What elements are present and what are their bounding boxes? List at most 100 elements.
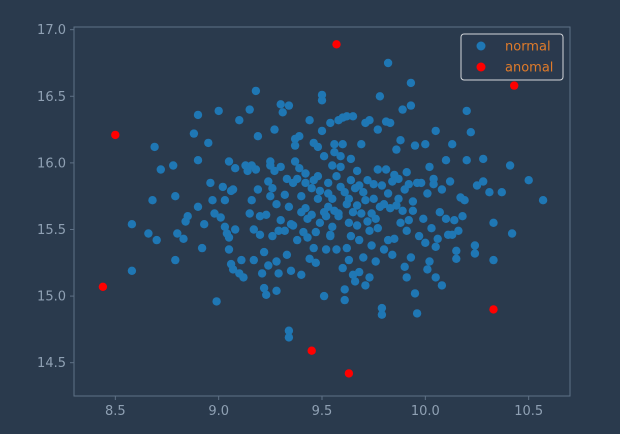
x-tick-label: 8.5 [105,404,126,419]
normal-point [429,180,438,189]
normal-point [284,202,294,211]
normal-point [268,231,277,241]
x-tick-label: 9.5 [312,404,333,419]
normal-point [435,208,444,217]
normal-point [427,224,436,233]
normal-point [259,283,269,293]
normal-point [313,142,323,152]
normal-point [216,213,225,222]
normal-point [452,246,461,255]
normal-point [313,172,323,181]
normal-point [253,132,263,141]
normal-point [293,174,302,184]
normal-point [206,178,215,188]
normal-point [183,212,192,221]
normal-point [264,261,273,270]
normal-point [505,161,515,170]
anomal-point [98,282,108,291]
normal-point [402,168,411,177]
normal-point [251,86,261,96]
normal-point [355,235,364,245]
normal-point [210,209,219,218]
normal-point [452,254,461,263]
normal-point [485,188,494,197]
normal-point [237,255,246,265]
normal-point [410,289,420,298]
normal-point [383,189,393,198]
legend-box [460,33,564,81]
normal-point [344,194,354,203]
normal-point [402,273,411,282]
normal-point [334,209,343,218]
normal-point [355,267,364,277]
normal-point [148,196,157,205]
normal-point [328,222,337,231]
normal-point [282,174,292,184]
normal-point [249,225,258,234]
normal-point [228,265,238,274]
normal-point [253,185,263,194]
normal-point [150,142,159,152]
normal-point [340,188,349,197]
normal-point [363,217,372,226]
normal-point [357,140,366,149]
normal-point [303,233,312,242]
normal-point [301,169,310,178]
normal-point [336,152,345,161]
normal-point [231,225,240,234]
y-axis: 14.5 15.0 15.5 16.0 16.5 17.0 [37,23,74,371]
normal-point [272,200,281,209]
normal-point [309,243,318,253]
normal-point [214,106,223,116]
normal-point [359,253,368,262]
normal-point [286,266,296,275]
normal-point [257,269,267,278]
normal-point [270,125,279,134]
normal-point [328,161,337,170]
normal-point [406,78,416,88]
normal-point [404,216,413,225]
normal-point [344,218,354,227]
normal-point [278,108,287,117]
normal-point [276,216,285,225]
normal-point [344,255,354,265]
anomal-point [510,81,519,90]
normal-point [208,196,217,205]
normal-point [224,233,234,242]
normal-point [431,242,440,251]
normal-point [295,164,304,173]
normal-point [497,188,506,197]
legend-marker-normal [476,41,486,51]
normal-point [402,226,411,235]
normal-point [245,105,254,114]
normal-point [288,221,298,230]
normal-point [507,229,517,238]
normal-point [264,177,273,186]
normal-point [313,194,323,203]
normal-point [342,112,351,121]
normal-point [330,148,339,157]
normal-point [365,273,374,282]
normal-point [423,265,432,274]
normal-point [352,201,362,210]
normal-point [171,255,180,265]
normal-point [220,222,230,231]
normal-point [441,156,451,165]
normal-point [247,196,256,205]
normal-point [274,269,283,278]
normal-point [377,181,387,190]
normal-point [470,249,480,258]
normal-point [284,326,294,335]
normal-point [437,185,447,194]
normal-point [338,140,347,149]
normal-point [295,132,304,141]
series-normal [127,58,548,342]
normal-point [454,226,463,235]
anomal-point [307,346,316,355]
normal-point [371,214,380,223]
legend-label-normal: normal [505,40,551,55]
normal-point [290,157,300,166]
normal-point [371,257,380,266]
normal-point [414,231,424,241]
normal-point [398,105,407,114]
